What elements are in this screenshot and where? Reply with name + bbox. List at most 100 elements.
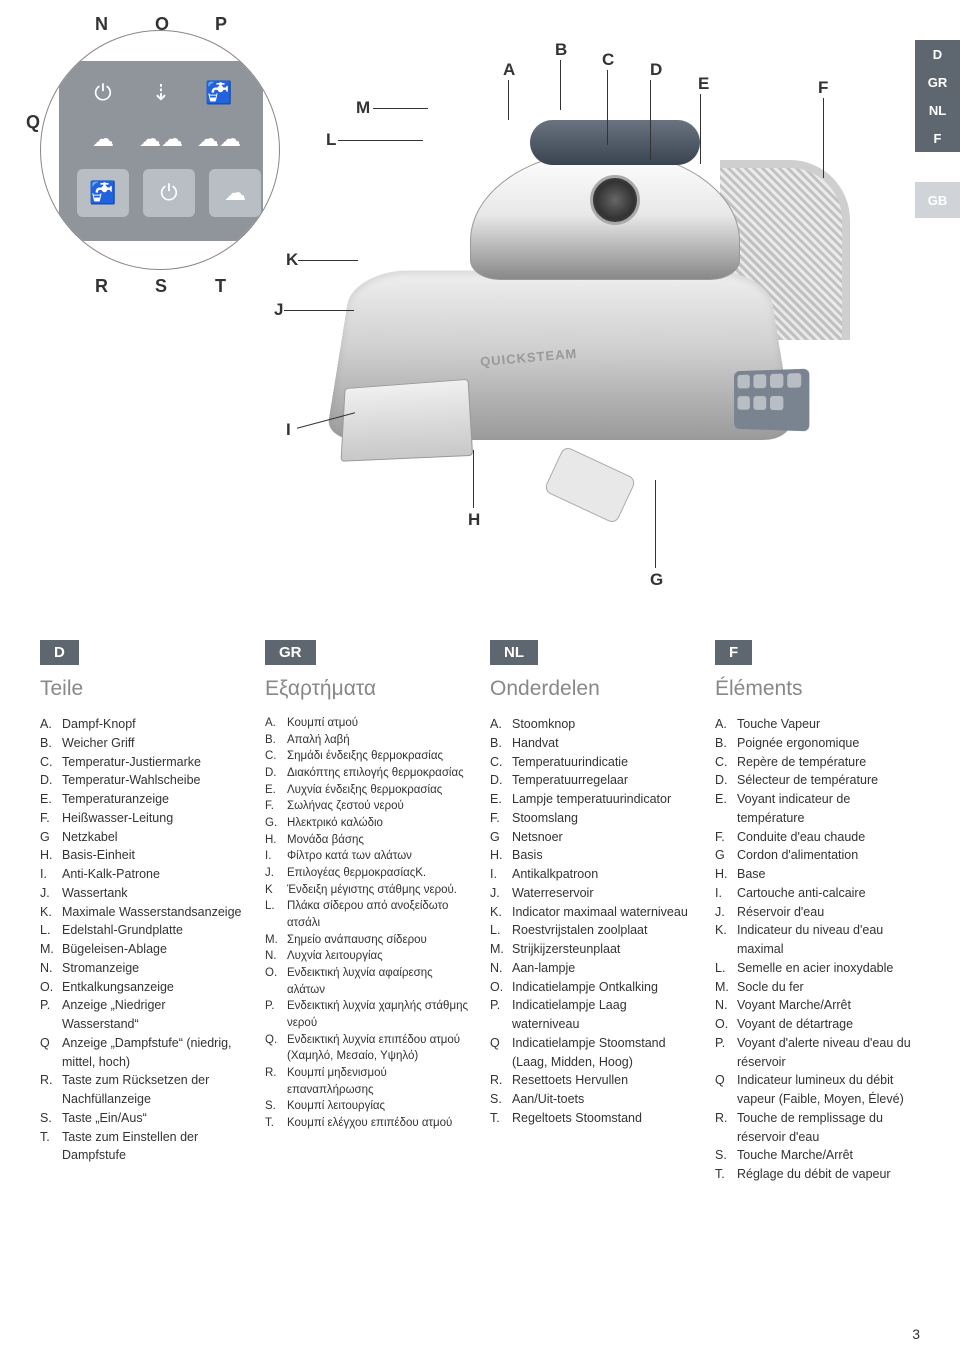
item-letter: T. bbox=[40, 1128, 62, 1166]
item-text: Roestvrijstalen zoolplaat bbox=[512, 921, 648, 940]
item-text: Temperatuurregelaar bbox=[512, 771, 628, 790]
label-B: B bbox=[555, 40, 567, 60]
iron-illustration: QUICKSTEAM bbox=[300, 40, 860, 580]
item-text: Edelstahl-Grundplatte bbox=[62, 921, 183, 940]
list-item: Q.Ενδεικτική λυχνία επιπέδου ατμού (Χαμη… bbox=[265, 1032, 470, 1065]
tab-F: F bbox=[915, 124, 960, 152]
list-item: I.Φίλτρο κατά των αλάτων bbox=[265, 848, 470, 865]
item-text: Indicateur du niveau d'eau maximal bbox=[737, 921, 920, 959]
list-item: D.Sélecteur de température bbox=[715, 771, 920, 790]
line-B bbox=[560, 60, 561, 110]
list-item: F.Heißwasser-Leitung bbox=[40, 809, 245, 828]
label-O: O bbox=[155, 14, 169, 35]
item-text: Antikalkpatroon bbox=[512, 865, 598, 884]
item-text: Handvat bbox=[512, 734, 559, 753]
column-title: Εξαρτήματα bbox=[265, 677, 470, 701]
list-item: QAnzeige „Dampfstufe“ (niedrig, mittel, … bbox=[40, 1034, 245, 1072]
item-text: Sélecteur de température bbox=[737, 771, 878, 790]
refill-button: 🚰 bbox=[77, 169, 129, 217]
item-text: Κουμπί ελέγχου επιπέδου ατμού bbox=[287, 1115, 452, 1132]
item-text: Dampf-Knopf bbox=[62, 715, 136, 734]
list-item: QIndicatielampje Stoomstand (Laag, Midde… bbox=[490, 1034, 695, 1072]
item-text: Poignée ergonomique bbox=[737, 734, 859, 753]
list-item: T.Taste zum Einstellen der Dampfstufe bbox=[40, 1128, 245, 1166]
list-item: K.Maximale Wasserstandsanzeige bbox=[40, 903, 245, 922]
list-item: L.Πλάκα σίδερου από ανοξείδωτο ατσάλι bbox=[265, 898, 470, 931]
power-icon: ⏻ bbox=[81, 73, 125, 113]
label-S: S bbox=[155, 276, 167, 297]
list-item: B.Απαλή λαβή bbox=[265, 732, 470, 749]
label-R: R bbox=[95, 276, 108, 297]
item-letter: I. bbox=[490, 865, 512, 884]
parts-column: FÉlémentsA.Touche VapeurB.Poignée ergono… bbox=[715, 640, 920, 1184]
item-text: Semelle en acier inoxydable bbox=[737, 959, 893, 978]
item-text: Touche Marche/Arrêt bbox=[737, 1146, 853, 1165]
item-text: Indicateur lumineux du débit vapeur (Fai… bbox=[737, 1071, 920, 1109]
item-letter: F. bbox=[490, 809, 512, 828]
item-letter: F. bbox=[40, 809, 62, 828]
item-text: Stromanzeige bbox=[62, 959, 139, 978]
page-number: 3 bbox=[912, 1326, 920, 1342]
item-letter: G. bbox=[265, 815, 287, 832]
item-text: Λυχνία ένδειξης θερμοκρασίας bbox=[287, 782, 442, 799]
item-text: Basis bbox=[512, 846, 543, 865]
list-item: O.Entkalkungsanzeige bbox=[40, 978, 245, 997]
item-text: Cordon d'alimentation bbox=[737, 846, 858, 865]
item-text: Temperatur-Wahlscheibe bbox=[62, 771, 200, 790]
line-G bbox=[655, 480, 656, 568]
item-text: Base bbox=[737, 865, 766, 884]
item-text: Λυχνία λειτουργίας bbox=[287, 948, 383, 965]
item-letter: P. bbox=[490, 996, 512, 1034]
list-item: E.Λυχνία ένδειξης θερμοκρασίας bbox=[265, 782, 470, 799]
item-text: Heißwasser-Leitung bbox=[62, 809, 173, 828]
item-letter: H. bbox=[715, 865, 737, 884]
water-icon: 🚰 bbox=[197, 73, 241, 113]
item-text: Conduite d'eau chaude bbox=[737, 828, 865, 847]
list-item: GNetsnoer bbox=[490, 828, 695, 847]
item-letter: A. bbox=[490, 715, 512, 734]
line-K bbox=[298, 260, 358, 261]
list-item: GCordon d'alimentation bbox=[715, 846, 920, 865]
item-text: Socle du fer bbox=[737, 978, 804, 997]
list-item: A.Dampf-Knopf bbox=[40, 715, 245, 734]
item-letter: R. bbox=[265, 1065, 287, 1098]
item-letter: L. bbox=[490, 921, 512, 940]
item-text: Κουμπί λειτουργίας bbox=[287, 1098, 385, 1115]
column-code: GR bbox=[265, 640, 316, 665]
list-item: A.Stoomknop bbox=[490, 715, 695, 734]
list-item: F.Conduite d'eau chaude bbox=[715, 828, 920, 847]
item-letter: J. bbox=[40, 884, 62, 903]
list-item: O.Voyant de détartrage bbox=[715, 1015, 920, 1034]
label-D: D bbox=[650, 60, 662, 80]
item-letter: B. bbox=[40, 734, 62, 753]
item-text: Temperatur-Justiermarke bbox=[62, 753, 201, 772]
item-text: Réservoir d'eau bbox=[737, 903, 824, 922]
item-letter: S. bbox=[715, 1146, 737, 1165]
item-letter: N. bbox=[490, 959, 512, 978]
item-letter: F. bbox=[715, 828, 737, 847]
label-A: A bbox=[503, 60, 515, 80]
item-letter: Q bbox=[490, 1034, 512, 1072]
list-item: D.Διακόπτης επιλογής θερμοκρασίας bbox=[265, 765, 470, 782]
item-letter: E. bbox=[40, 790, 62, 809]
list-item: P.Indicatielampje Laag waterniveau bbox=[490, 996, 695, 1034]
item-text: Voyant d'alerte niveau d'eau du réservoi… bbox=[737, 1034, 920, 1072]
item-text: Επιλογέας θερμοκρασίαςK. bbox=[287, 865, 426, 882]
plug bbox=[543, 445, 637, 524]
item-text: Voyant indicateur de température bbox=[737, 790, 920, 828]
item-letter: H. bbox=[265, 832, 287, 849]
list-item: N.Aan-lampje bbox=[490, 959, 695, 978]
item-letter: A. bbox=[40, 715, 62, 734]
list-item: QIndicateur lumineux du débit vapeur (Fa… bbox=[715, 1071, 920, 1109]
parts-list: A.Dampf-KnopfB.Weicher GriffC.Temperatur… bbox=[40, 715, 245, 1165]
parts-list: A.Κουμπί ατμούB.Απαλή λαβήC.Σημάδι ένδει… bbox=[265, 715, 470, 1132]
item-text: Stoomknop bbox=[512, 715, 575, 734]
label-J: J bbox=[274, 300, 283, 320]
list-item: H.Basis bbox=[490, 846, 695, 865]
list-item: GNetzkabel bbox=[40, 828, 245, 847]
item-letter: I. bbox=[40, 865, 62, 884]
list-item: A.Touche Vapeur bbox=[715, 715, 920, 734]
line-D bbox=[650, 80, 651, 160]
list-item: M.Strijkijzersteunplaat bbox=[490, 940, 695, 959]
list-item: E.Lampje temperatuurindicator bbox=[490, 790, 695, 809]
